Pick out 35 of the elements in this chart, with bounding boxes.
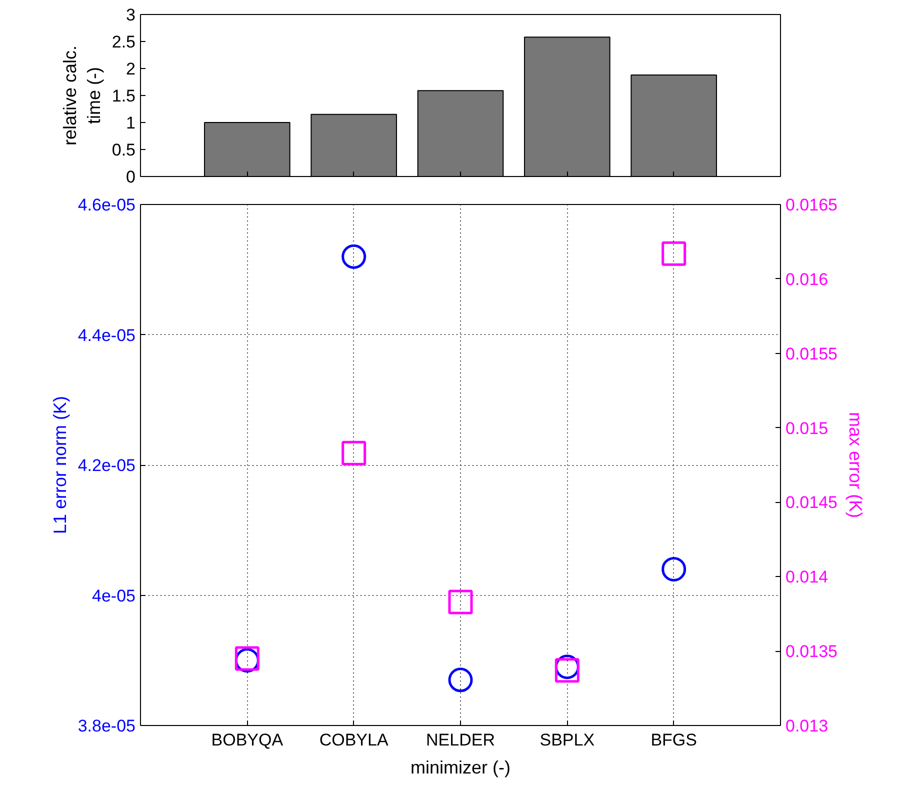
- x-tick-label: COBYLA: [319, 730, 389, 750]
- y2-tick-label: 0.0135: [786, 642, 838, 662]
- x-tick-label: NELDER: [426, 730, 495, 750]
- y-tick-label: 3.8e-05: [78, 716, 136, 736]
- y2-axis-title: max error (K): [845, 412, 866, 518]
- y2-tick-label: 0.015: [786, 418, 828, 438]
- y-axis-title: L1 error norm (K): [50, 396, 70, 534]
- y-tick-label: 3: [126, 6, 136, 24]
- point: [662, 241, 686, 266]
- y2-tick-label: 0.014: [786, 568, 828, 587]
- point: [448, 668, 473, 692]
- x-tick-label: BOBYQA: [211, 730, 284, 750]
- y2-tick-label: 0.0165: [786, 196, 838, 214]
- y-tick-label: 2: [126, 60, 136, 78]
- y2-tick-label: 0.013: [786, 716, 828, 736]
- y-tick-label: 4.2e-05: [78, 456, 136, 475]
- y2-tick-label: 0.0145: [786, 493, 838, 512]
- y-tick-label: 0: [126, 168, 136, 186]
- point: [448, 590, 473, 614]
- y2-tick-label: 0.016: [786, 270, 828, 289]
- point: [342, 244, 366, 269]
- y2-tick-label: 0.0155: [786, 344, 838, 364]
- y-tick-label: 4e-05: [92, 586, 136, 606]
- x-tick-label: SBPLX: [540, 730, 595, 750]
- y-tick-label: 1: [126, 114, 136, 132]
- y-tick-label: 2.5: [112, 32, 136, 52]
- y-tick-label: 0.5: [112, 140, 136, 160]
- y-tick-label: 4.4e-05: [78, 326, 136, 345]
- x-tick-label: BFGS: [650, 730, 697, 750]
- y-axis-title: relative calc. time (-): [60, 45, 104, 146]
- point: [662, 556, 686, 582]
- point: [342, 440, 366, 466]
- y-tick-label: 4.6e-05: [78, 196, 136, 214]
- y-tick-label: 1.5: [112, 86, 136, 106]
- x-axis-title: minimizer (-): [410, 758, 510, 778]
